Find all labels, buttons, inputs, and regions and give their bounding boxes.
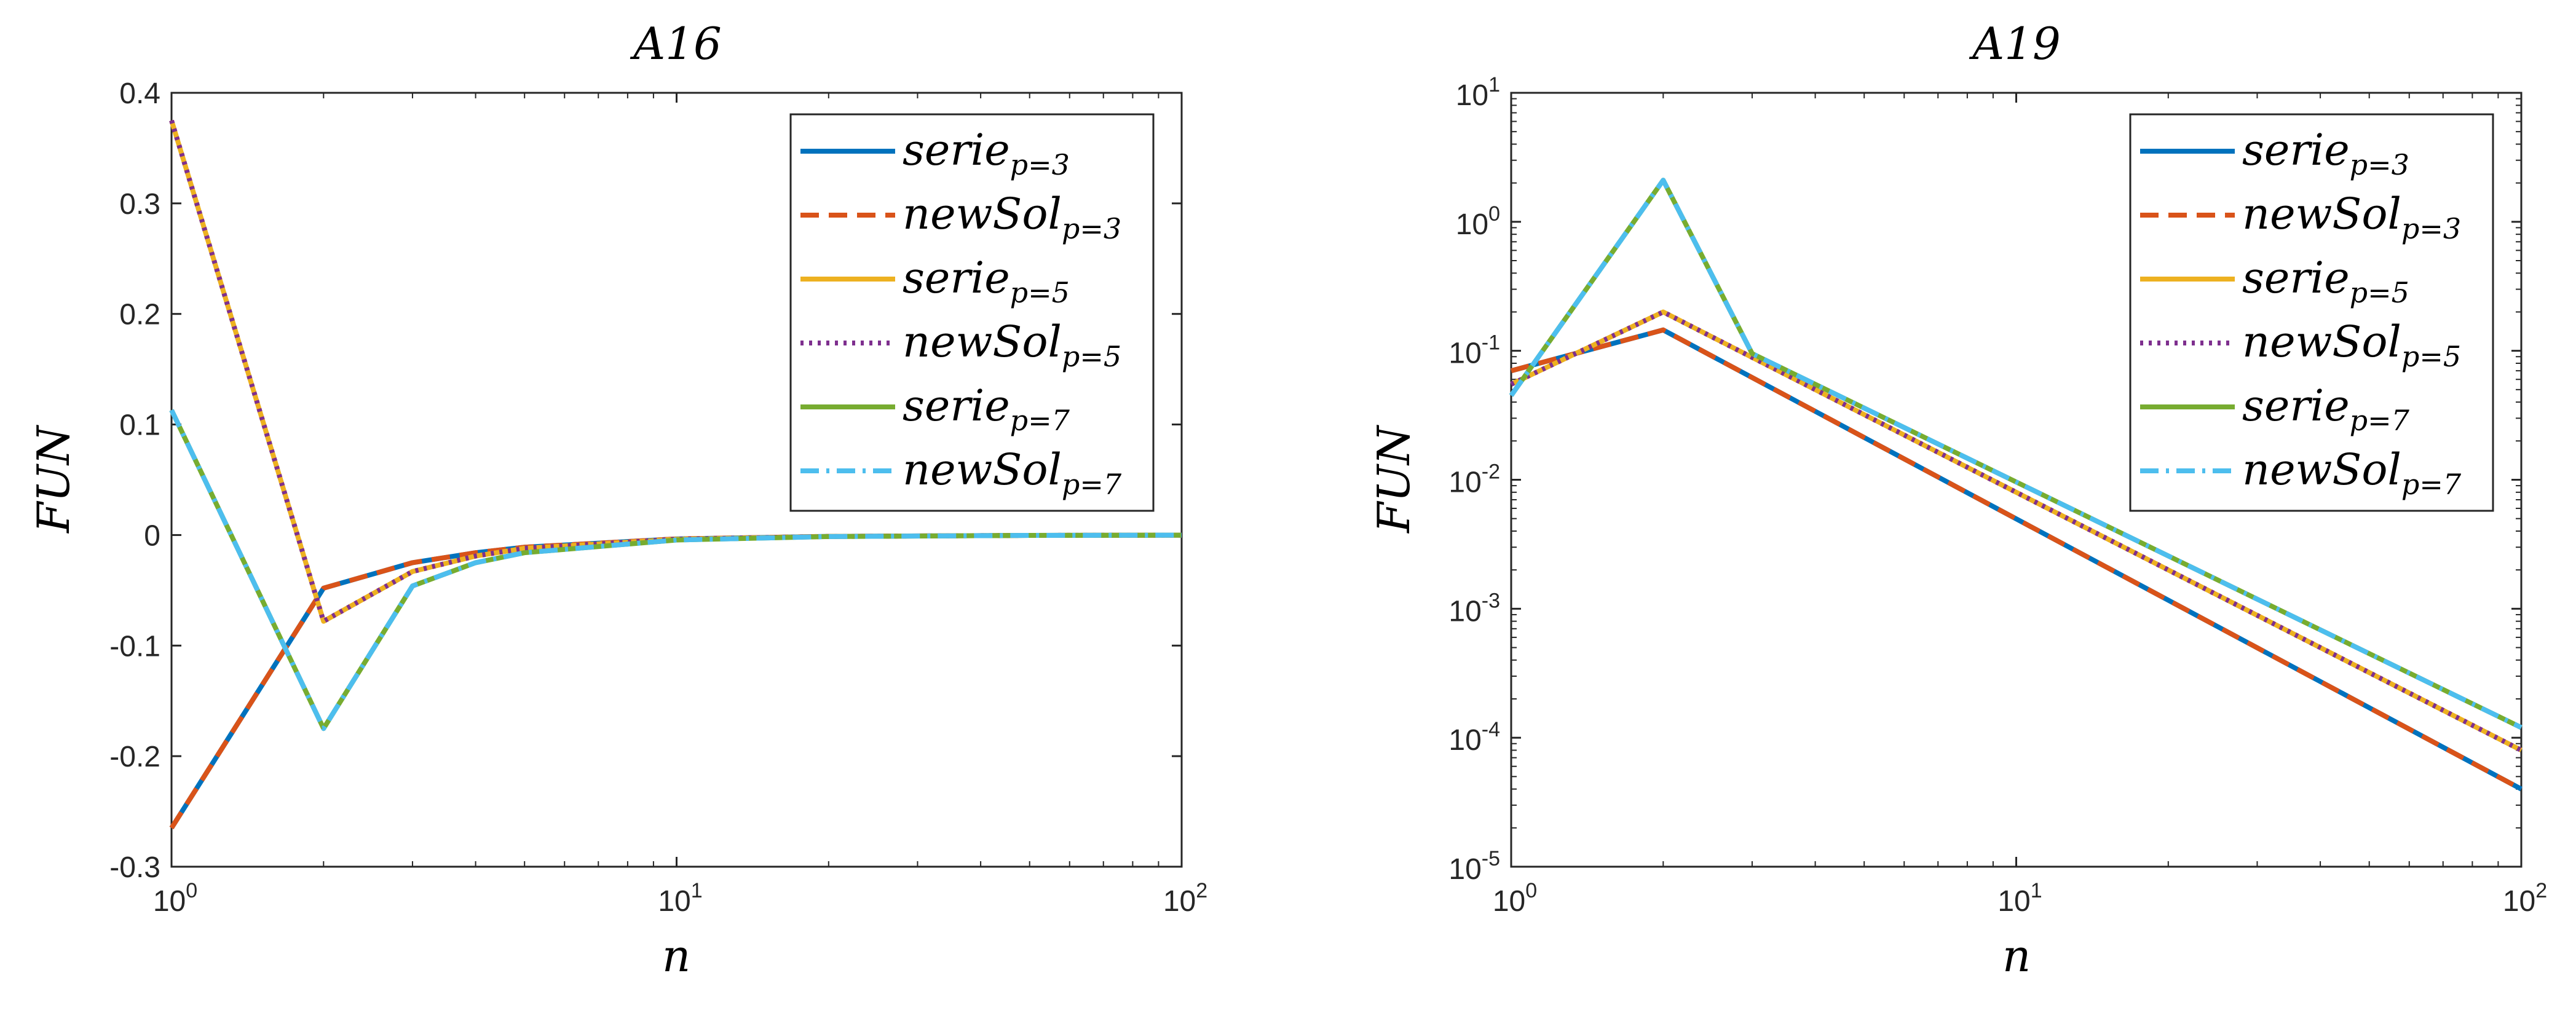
- y-tick-label: 0.3: [119, 188, 160, 221]
- legend-label: newSolp=3: [2242, 189, 2461, 245]
- series-line-newsol-p3: [1510, 327, 2523, 792]
- x-tick-label: 100: [1493, 879, 1537, 918]
- series-line-newsol-p7: [169, 409, 1182, 731]
- series-line-newsol-p7: [1509, 178, 2523, 730]
- x-tick-labels: 100 101 102: [153, 879, 1207, 918]
- chart-title: A19: [1969, 18, 2061, 69]
- legend: seriep=3 newSolp=3 seriep=5 newSolp=5 seriep…: [2129, 113, 2494, 512]
- y-axis-label: FUN: [28, 424, 79, 534]
- legend-label: seriep=5: [903, 253, 1070, 309]
- series-layer: [169, 119, 1182, 830]
- legend-label: seriep=7: [903, 380, 1070, 437]
- legend-label: newSolp=5: [903, 317, 1121, 373]
- x-tick-label: 101: [658, 879, 702, 918]
- legend: seriep=3 newSolp=3 seriep=5 newSolp=5 seriep…: [789, 113, 1155, 512]
- y-tick-label: -0.3: [109, 851, 160, 884]
- legend-label: newSolp=3: [903, 189, 1121, 245]
- y-tick-labels: 101 100 10-1 10-2 10-3 10-4 10-5: [1448, 73, 1500, 886]
- legend-label: newSolp=5: [2242, 317, 2461, 373]
- x-tick-label: 102: [1163, 879, 1207, 918]
- y-tick-label: 10-4: [1448, 718, 1500, 757]
- legend-box: [2129, 113, 2494, 512]
- y-tick-label: -0.2: [109, 741, 160, 773]
- legend-label: newSolp=7: [903, 444, 1122, 501]
- x-tick-label: 102: [2503, 879, 2547, 918]
- chart-panel-a19: A19 101 100 10-1 10-2 10-3 10-4 10-5 100 101 102…: [1368, 18, 2547, 982]
- y-tick-label: 101: [1456, 73, 1500, 112]
- series-layer: [1509, 178, 2523, 792]
- y-tick-label: 0.2: [119, 299, 160, 331]
- legend-label: seriep=3: [2242, 125, 2409, 181]
- y-tick-label: 0: [144, 519, 160, 552]
- y-tick-label: 0.4: [119, 77, 160, 110]
- legend-label: newSolp=7: [2242, 444, 2462, 501]
- y-axis-label: FUN: [1368, 424, 1420, 534]
- axis-ticks: [170, 92, 1183, 868]
- x-tick-label: 101: [1997, 879, 2042, 918]
- x-tick-label: 100: [153, 879, 197, 918]
- y-tick-label: 10-2: [1448, 460, 1500, 499]
- legend-box: [789, 113, 1155, 512]
- y-tick-label: -0.1: [109, 630, 160, 663]
- x-axis-label: n: [2002, 930, 2031, 982]
- y-tick-label: 100: [1456, 202, 1500, 241]
- series-line-newsol-p5: [1510, 309, 2523, 753]
- y-tick-label: 0.1: [119, 409, 160, 442]
- x-tick-labels: 100 101 102: [1493, 879, 2547, 918]
- axis-ticks: [1510, 92, 2523, 868]
- chart-panel-a16: A16 0.40.30.20.10-0.1-0.2-0.3 100 101 102 …: [28, 18, 1207, 982]
- legend-label: seriep=7: [2242, 380, 2410, 437]
- y-tick-label: 10-1: [1448, 331, 1500, 370]
- chart-title: A16: [630, 18, 722, 69]
- y-tick-label: 10-3: [1448, 589, 1500, 628]
- legend-label: seriep=5: [2242, 253, 2409, 309]
- y-tick-labels: 0.4 0.3 0.2 0.1 0 -0.1 -0.2 -0.3: [109, 77, 160, 884]
- legend-label: seriep=3: [903, 125, 1070, 181]
- x-axis-label: n: [662, 930, 690, 982]
- y-tick-label: 10-5: [1448, 847, 1500, 886]
